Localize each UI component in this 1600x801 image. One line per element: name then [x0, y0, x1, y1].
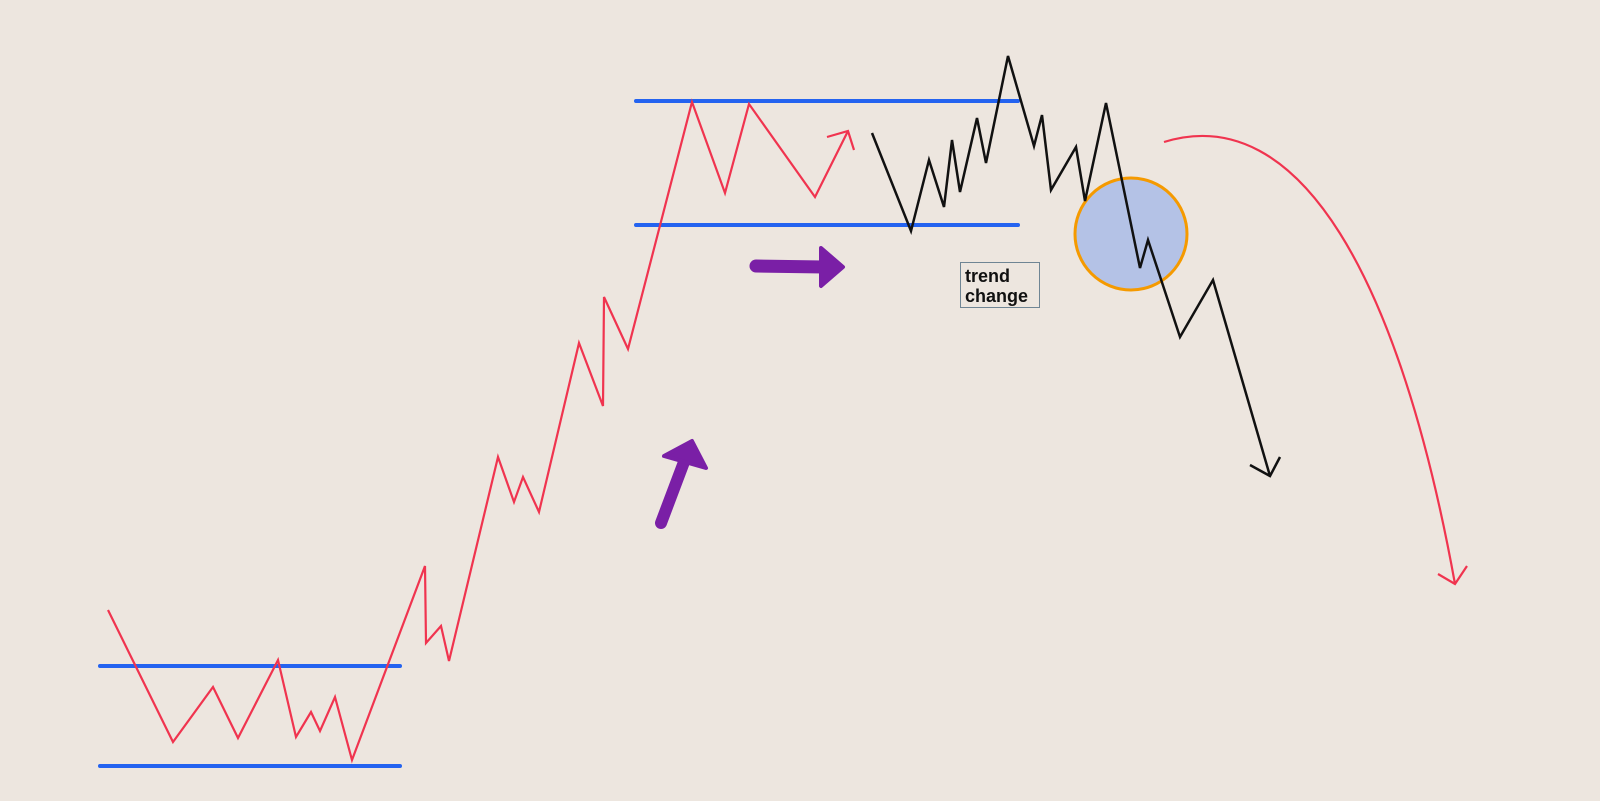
- arrow-up-right-icon: [655, 439, 708, 529]
- curved-arrowhead: [1437, 565, 1468, 586]
- trend-change-highlight: [1073, 176, 1189, 292]
- uptrend-arrowhead: [826, 129, 856, 151]
- arrow-right-icon: [749, 246, 845, 288]
- trend-change-label: trend change: [960, 262, 1040, 308]
- uptrend-price-path: [107, 98, 849, 764]
- curved-arrow-down-icon: [1163, 135, 1457, 585]
- downtrend-arrowhead: [1249, 456, 1282, 478]
- downtrend-price-path: [870, 55, 1272, 477]
